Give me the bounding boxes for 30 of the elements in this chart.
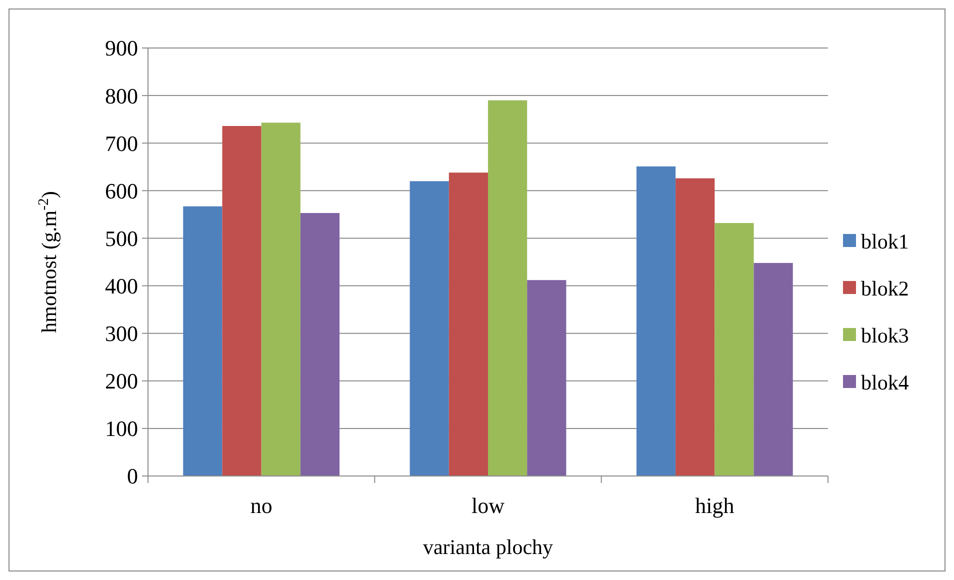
bar [488,100,528,476]
y-tick-label: 800 [105,83,138,108]
bar [448,172,488,476]
bar [754,262,793,476]
y-tick-label: 700 [105,130,138,156]
x-tick-label: no [250,493,272,518]
legend-label: blok3 [861,323,909,348]
legend-label: blok2 [861,276,909,300]
y-tick-label: 200 [105,368,138,394]
y-tick-label: 0 [127,464,138,489]
x-tick-label: low [472,493,505,518]
bar [410,181,449,476]
y-tick-label: 300 [105,321,138,346]
bar [636,166,676,476]
legend-label: blok4 [861,370,910,394]
bar [300,213,340,476]
bar [714,223,754,476]
bar [222,126,262,476]
y-tick-label: 600 [105,178,138,204]
legend-label: blok1 [861,229,909,254]
bar [261,122,300,476]
x-axis-title: varianta plochy [422,535,554,559]
bar [527,280,566,476]
bar [676,178,715,476]
y-tick-label: 400 [105,273,138,298]
bar [183,206,222,476]
x-tick-label: high [695,493,734,518]
y-tick-label: 900 [105,36,138,61]
y-tick-label: 100 [105,416,138,442]
y-tick-label: 500 [105,226,138,251]
